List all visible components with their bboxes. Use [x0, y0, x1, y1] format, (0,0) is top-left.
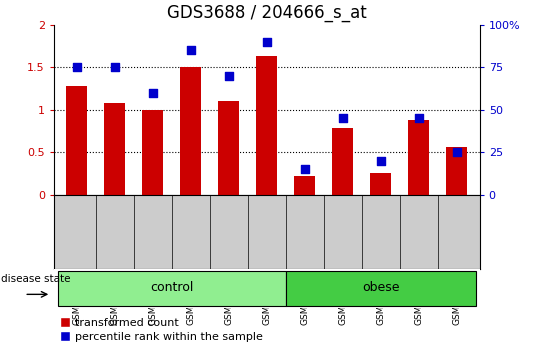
Text: control: control — [150, 281, 194, 294]
Point — [338, 115, 347, 121]
Text: disease state: disease state — [1, 274, 71, 284]
Bar — [294, 176, 315, 195]
Bar — [446, 147, 467, 195]
Point — [414, 115, 423, 121]
Point — [110, 64, 119, 70]
FancyBboxPatch shape — [58, 271, 286, 306]
Point — [301, 166, 309, 172]
Bar — [333, 129, 353, 195]
Bar — [104, 103, 125, 195]
Point — [377, 158, 385, 164]
Legend: transformed count, percentile rank within the sample: transformed count, percentile rank withi… — [59, 317, 264, 343]
Bar — [218, 101, 239, 195]
Bar — [370, 173, 391, 195]
Point — [72, 64, 81, 70]
Bar — [66, 86, 87, 195]
Text: obese: obese — [362, 281, 399, 294]
Point — [224, 73, 233, 79]
Bar — [181, 67, 201, 195]
Bar — [142, 110, 163, 195]
Point — [453, 149, 461, 155]
FancyBboxPatch shape — [286, 271, 476, 306]
Bar — [409, 120, 430, 195]
Point — [148, 90, 157, 96]
Title: GDS3688 / 204666_s_at: GDS3688 / 204666_s_at — [167, 4, 367, 22]
Bar — [257, 56, 277, 195]
Point — [262, 39, 271, 45]
Point — [186, 47, 195, 53]
